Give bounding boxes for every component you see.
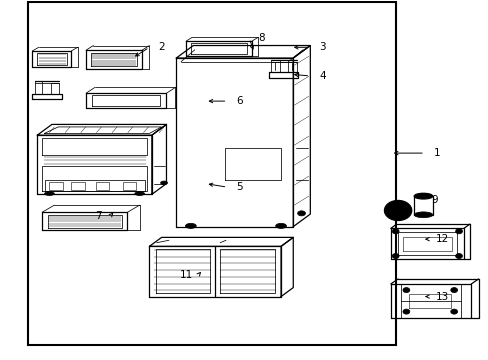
- Text: 13: 13: [434, 292, 447, 302]
- Circle shape: [384, 201, 411, 221]
- Ellipse shape: [185, 224, 196, 228]
- Ellipse shape: [160, 181, 167, 185]
- Text: 9: 9: [430, 195, 437, 205]
- Text: 3: 3: [319, 42, 325, 52]
- Text: 11: 11: [179, 270, 192, 280]
- Ellipse shape: [44, 192, 54, 195]
- Ellipse shape: [413, 193, 432, 199]
- Bar: [71, 182, 85, 190]
- Bar: [27, 3, 395, 345]
- Circle shape: [394, 208, 400, 213]
- Text: 1: 1: [433, 148, 440, 158]
- Circle shape: [391, 229, 398, 234]
- Circle shape: [402, 288, 409, 293]
- Text: 10: 10: [393, 207, 407, 217]
- Circle shape: [391, 253, 398, 258]
- Circle shape: [402, 309, 409, 314]
- Ellipse shape: [413, 212, 432, 218]
- Text: 12: 12: [434, 234, 447, 244]
- Text: 2: 2: [158, 42, 164, 52]
- Text: 7: 7: [95, 211, 102, 221]
- Ellipse shape: [297, 211, 305, 216]
- Text: 5: 5: [236, 182, 243, 192]
- Text: 8: 8: [258, 33, 264, 43]
- Circle shape: [388, 204, 406, 217]
- Circle shape: [455, 253, 462, 258]
- Text: 6: 6: [236, 96, 243, 106]
- Bar: [122, 182, 136, 190]
- Circle shape: [455, 229, 462, 234]
- Circle shape: [450, 288, 457, 293]
- Text: 4: 4: [319, 71, 325, 81]
- Bar: [413, 196, 432, 215]
- Ellipse shape: [135, 192, 144, 195]
- Bar: [96, 182, 109, 190]
- Circle shape: [450, 309, 457, 314]
- Ellipse shape: [275, 224, 286, 228]
- Bar: [49, 182, 63, 190]
